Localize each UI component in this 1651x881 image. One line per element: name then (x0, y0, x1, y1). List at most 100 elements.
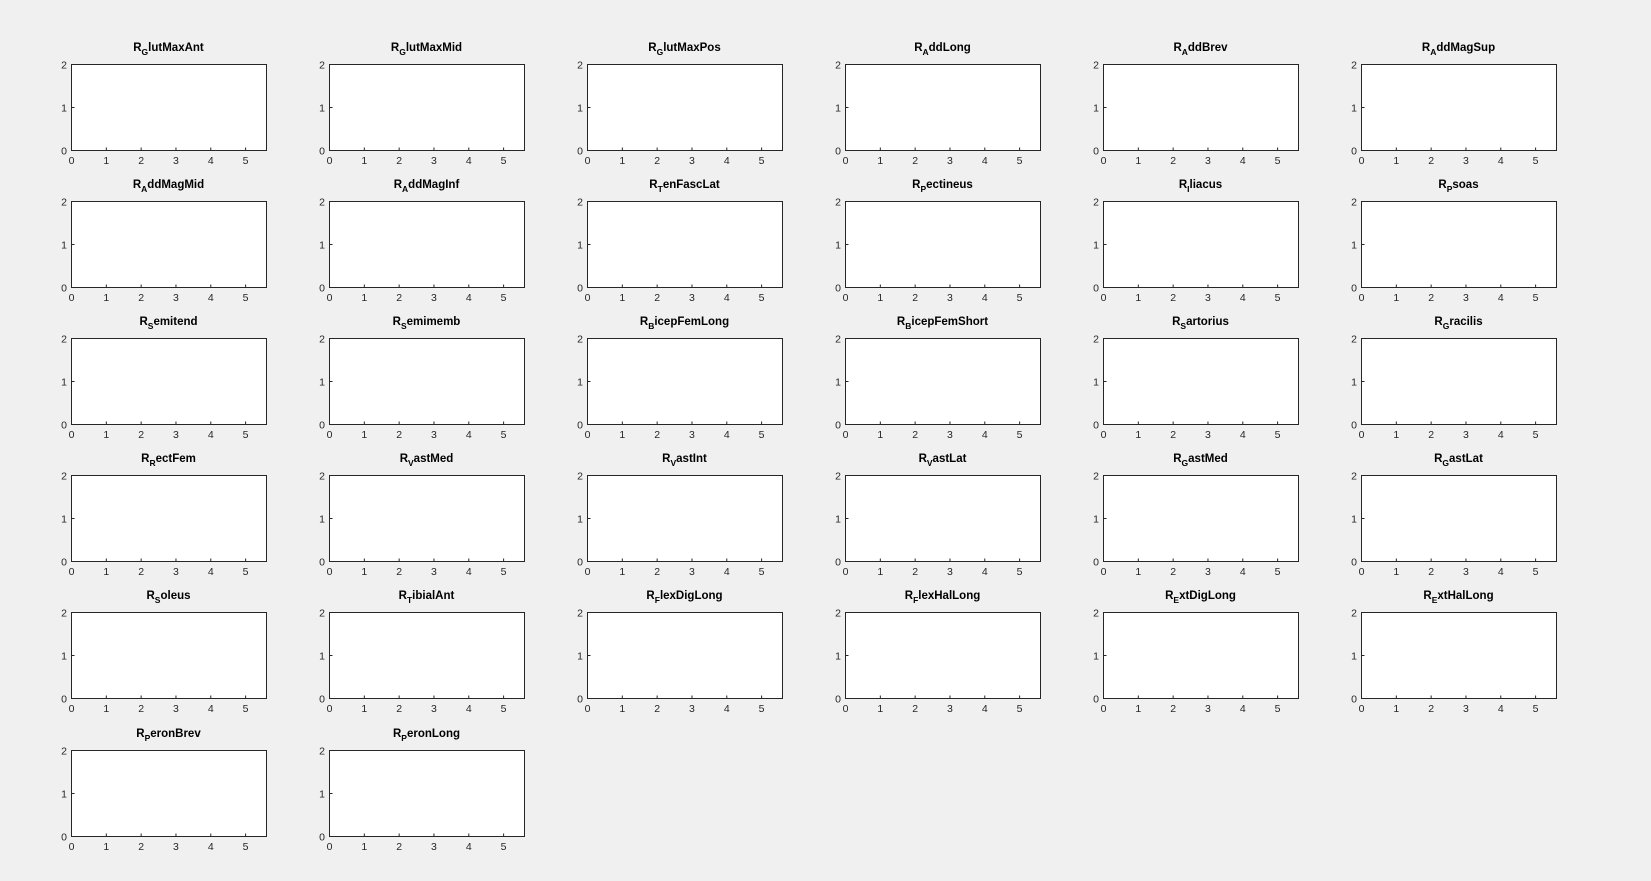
x-tick-label: 2 (1428, 429, 1434, 441)
x-tick-label: 5 (1017, 429, 1023, 441)
x-tick-label: 2 (396, 841, 402, 853)
x-tick-label: 5 (1017, 703, 1023, 715)
subplot-gastmed: 0 1 2 3 4 5 0 1 2 RGastMed (1093, 453, 1299, 578)
axes-box (1361, 338, 1557, 425)
y-tick-label: 0 (61, 146, 67, 158)
x-tick-label: 4 (1240, 429, 1246, 441)
y-tick-label: 1 (319, 240, 325, 252)
subplot-title: RFlexDigLong (646, 590, 722, 605)
y-tick-label: 2 (61, 608, 67, 620)
x-tick-label: 0 (1359, 292, 1365, 304)
y-tick-label: 1 (1093, 377, 1099, 389)
x-tick-label: 3 (689, 292, 695, 304)
x-tick-label: 3 (1205, 155, 1211, 167)
x-tick-label: 3 (431, 155, 437, 167)
x-tick-label: 1 (103, 429, 109, 441)
y-tick-label: 0 (835, 557, 841, 569)
x-tick-label: 3 (173, 841, 179, 853)
x-tick-label: 3 (1463, 703, 1469, 715)
x-tick-label: 3 (1205, 703, 1211, 715)
axes-box (329, 64, 525, 151)
x-tick-label: 5 (243, 703, 249, 715)
x-tick-label: 2 (912, 703, 918, 715)
x-tick-label: 2 (1170, 703, 1176, 715)
y-tick-label: 0 (577, 283, 583, 295)
y-tick-label: 1 (835, 240, 841, 252)
subplot-extdiglong: 0 1 2 3 4 5 0 1 2 RExtDigLong (1093, 590, 1299, 715)
x-tick-label: 3 (1463, 292, 1469, 304)
x-tick-label: 3 (1205, 429, 1211, 441)
subplot-title: RSoleus (146, 590, 190, 605)
y-tick-label: 2 (835, 608, 841, 620)
x-tick-label: 3 (689, 703, 695, 715)
subplot-iliacus: 0 1 2 3 4 5 0 1 2 RIliacus (1093, 179, 1299, 304)
x-tick-label: 5 (1275, 429, 1281, 441)
x-tick-label: 5 (759, 292, 765, 304)
x-tick-label: 1 (1135, 155, 1141, 167)
y-tick-label: 0 (319, 420, 325, 432)
x-tick-label: 3 (1463, 155, 1469, 167)
x-tick-label: 0 (585, 155, 591, 167)
x-tick-label: 1 (877, 292, 883, 304)
x-tick-label: 5 (1275, 155, 1281, 167)
x-tick-label: 1 (1135, 566, 1141, 578)
y-tick-label: 0 (1351, 694, 1357, 706)
x-tick-label: 5 (1533, 703, 1539, 715)
subplot-glutmaxmid: 0 1 2 3 4 5 0 1 2 RGlutMaxMid (319, 42, 525, 167)
x-tick-label: 2 (1428, 155, 1434, 167)
x-tick-label: 3 (1205, 566, 1211, 578)
x-tick-label: 2 (654, 566, 660, 578)
y-tick-label: 1 (1351, 651, 1357, 663)
y-tick-label: 1 (61, 789, 67, 801)
x-tick-label: 0 (69, 841, 75, 853)
x-tick-label: 5 (1017, 566, 1023, 578)
x-tick-label: 2 (138, 566, 144, 578)
subplot-title: RSartorius (1172, 316, 1229, 331)
x-tick-label: 0 (69, 566, 75, 578)
x-tick-label: 0 (69, 703, 75, 715)
x-tick-label: 0 (843, 292, 849, 304)
x-tick-label: 3 (689, 155, 695, 167)
y-tick-label: 0 (835, 283, 841, 295)
axes-box (329, 338, 525, 425)
x-tick-label: 3 (947, 703, 953, 715)
y-tick-label: 1 (577, 651, 583, 663)
x-tick-label: 3 (431, 292, 437, 304)
x-tick-label: 2 (138, 155, 144, 167)
x-tick-label: 2 (1428, 566, 1434, 578)
axes-box (587, 475, 783, 562)
subplot-title: RPectineus (912, 179, 973, 194)
x-tick-label: 4 (982, 703, 988, 715)
x-tick-label: 0 (327, 566, 333, 578)
y-tick-label: 1 (61, 377, 67, 389)
x-tick-label: 2 (654, 155, 660, 167)
y-tick-label: 1 (1351, 240, 1357, 252)
x-tick-label: 1 (1135, 292, 1141, 304)
x-tick-label: 4 (1498, 566, 1504, 578)
y-tick-label: 1 (61, 651, 67, 663)
y-tick-label: 2 (577, 60, 583, 72)
subplot-title: RExtHalLong (1423, 590, 1493, 605)
subplot-vastint: 0 1 2 3 4 5 0 1 2 RVastInt (577, 453, 783, 578)
x-tick-label: 4 (1240, 292, 1246, 304)
x-tick-label: 3 (173, 566, 179, 578)
x-tick-label: 1 (361, 155, 367, 167)
x-tick-label: 3 (689, 429, 695, 441)
subplot-sartorius: 0 1 2 3 4 5 0 1 2 RSartorius (1093, 316, 1299, 441)
x-tick-label: 4 (1498, 292, 1504, 304)
x-tick-label: 1 (1393, 292, 1399, 304)
x-tick-label: 4 (466, 841, 472, 853)
x-tick-label: 4 (466, 566, 472, 578)
y-tick-label: 1 (319, 789, 325, 801)
subplot-addbrev: 0 1 2 3 4 5 0 1 2 RAddBrev (1093, 42, 1299, 167)
x-tick-label: 0 (843, 429, 849, 441)
x-tick-label: 2 (396, 155, 402, 167)
subplot-title: RPeronLong (393, 728, 460, 743)
x-tick-label: 5 (501, 292, 507, 304)
y-tick-label: 2 (61, 197, 67, 209)
axes-box (587, 64, 783, 151)
x-tick-label: 3 (431, 703, 437, 715)
x-tick-label: 4 (1240, 155, 1246, 167)
y-tick-label: 1 (835, 377, 841, 389)
